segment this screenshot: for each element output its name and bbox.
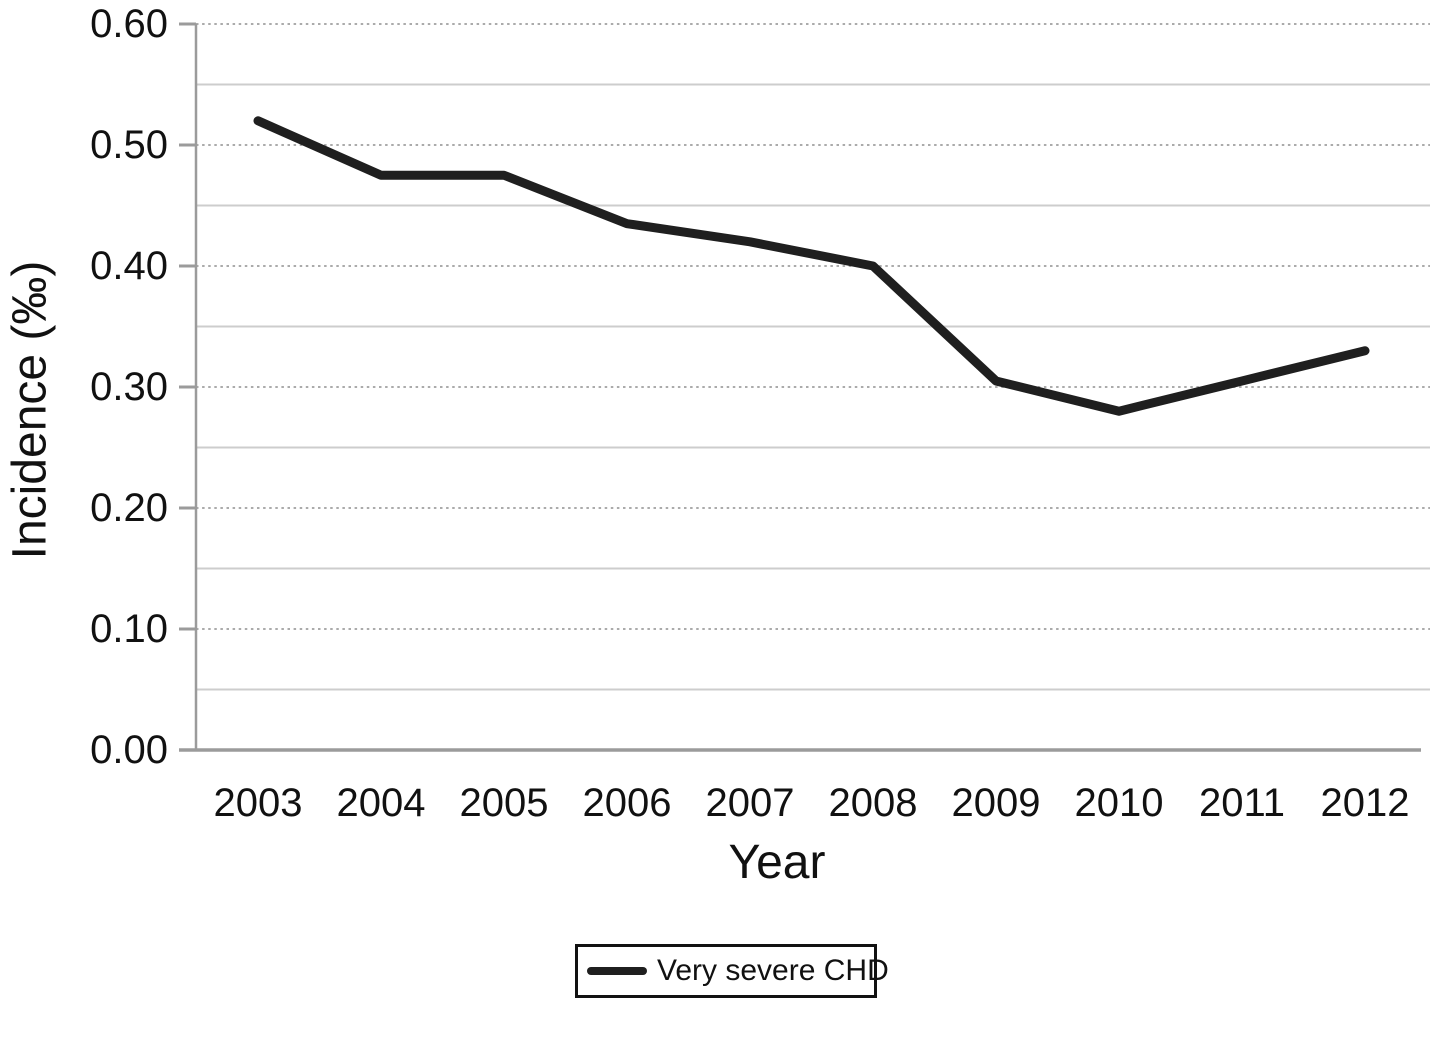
x-tick-label: 2012	[1320, 781, 1410, 825]
x-tick-label: 2004	[336, 781, 426, 825]
x-tick-label: 2010	[1074, 781, 1164, 825]
x-tick-label: 2003	[213, 781, 303, 825]
x-axis-title: Year	[728, 836, 826, 889]
y-tick-label: 0.20	[90, 486, 168, 530]
x-tick-label: 2008	[828, 781, 918, 825]
x-tick-label: 2011	[1198, 781, 1285, 825]
x-tick-label: 2006	[582, 781, 672, 825]
y-tick-label: 0.30	[90, 365, 168, 409]
y-tick-label: 0.00	[90, 728, 168, 772]
y-tick-label: 0.10	[90, 607, 168, 651]
y-tick-label: 0.60	[90, 2, 168, 46]
legend-entry-label: Very severe CHD	[657, 954, 889, 987]
x-tick-label: 2009	[951, 781, 1041, 825]
legend: Very severe CHD	[575, 944, 889, 998]
series-line	[253, 116, 1370, 416]
x-tick-label: 2007	[705, 781, 795, 825]
legend-line-swatch	[587, 967, 647, 975]
y-axis-title: Incidence (‰)	[3, 260, 57, 560]
y-tick-label: 0.50	[90, 123, 168, 167]
y-tick-label: 0.40	[90, 244, 168, 288]
x-tick-label: 2005	[459, 781, 549, 825]
